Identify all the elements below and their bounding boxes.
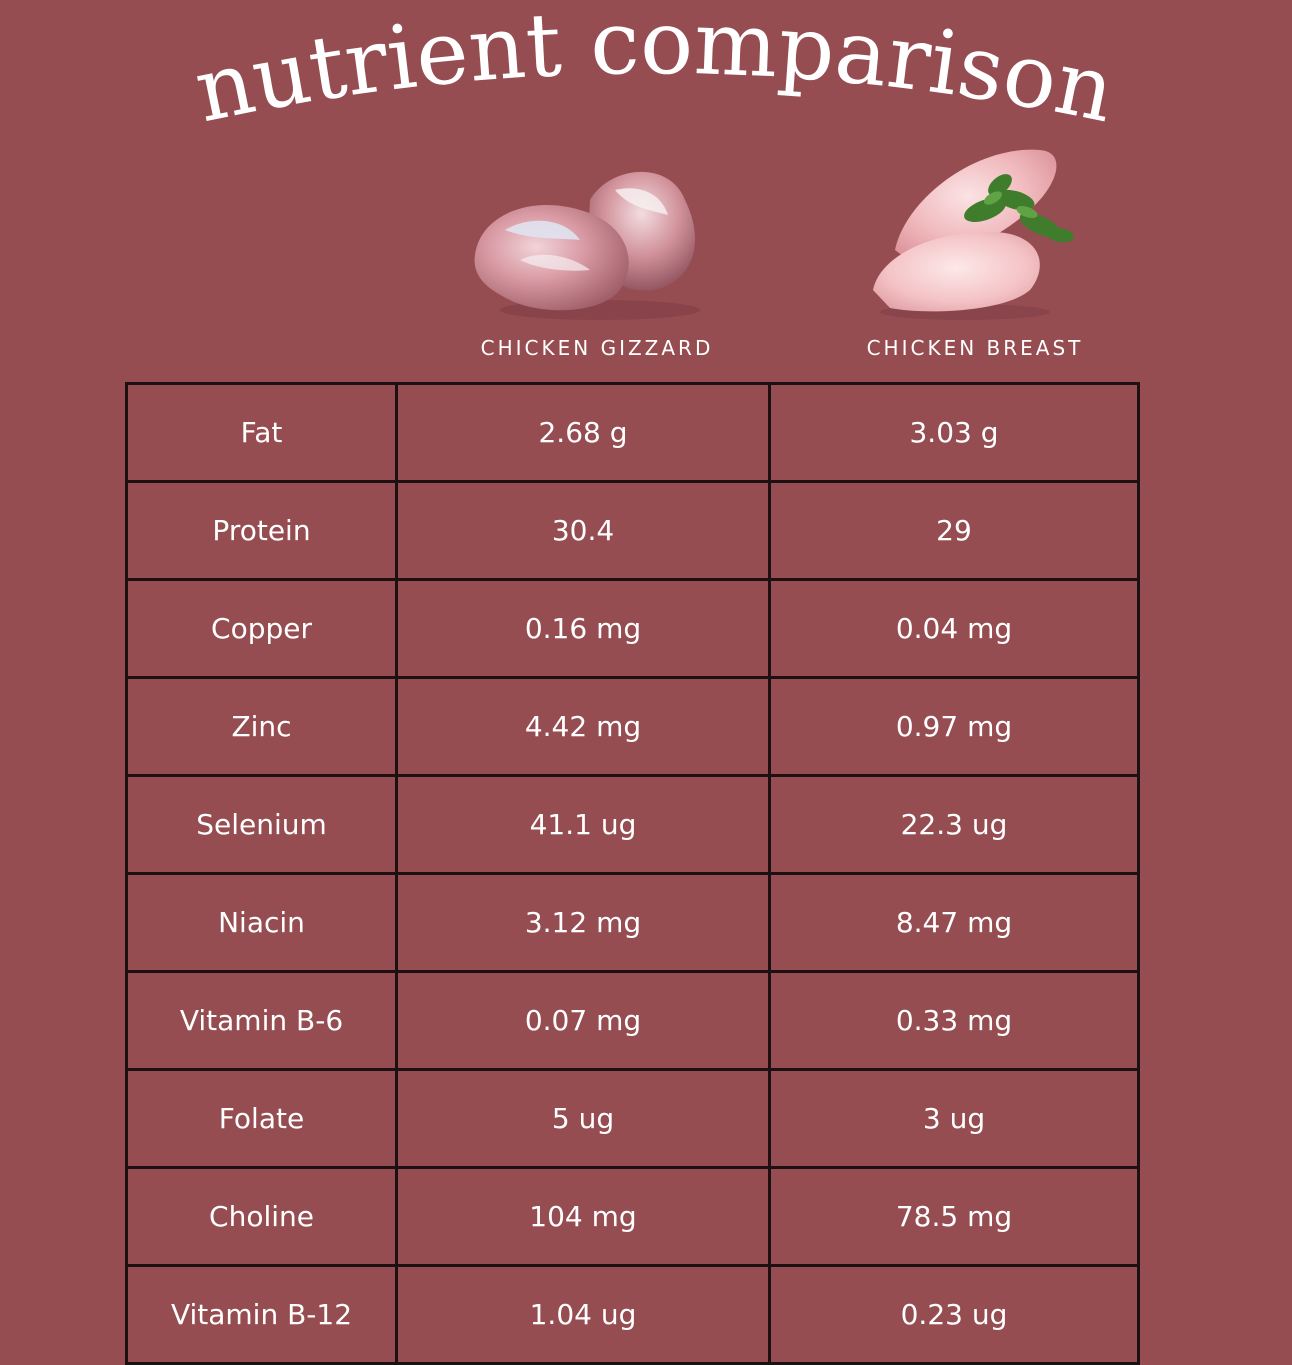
table-row: Folate 5 ug 3 ug [125, 1068, 1140, 1169]
gizzard-value: 3.12 mg [395, 872, 771, 973]
breast-value: 0.33 mg [768, 970, 1140, 1071]
table-row: Vitamin B-12 1.04 ug 0.23 ug [125, 1264, 1140, 1365]
gizzard-value: 4.42 mg [395, 676, 771, 777]
nutrient-name: Fat [125, 382, 398, 483]
nutrient-name: Vitamin B-12 [125, 1264, 398, 1365]
nutrient-table: Fat 2.68 g 3.03 g Protein 30.4 29 Copper… [125, 382, 1140, 1365]
breast-value: 8.47 mg [768, 872, 1140, 973]
nutrient-name: Choline [125, 1166, 398, 1267]
chicken-gizzard-image [474, 171, 700, 320]
breast-value: 3 ug [768, 1068, 1140, 1169]
nutrient-name: Selenium [125, 774, 398, 875]
breast-value: 29 [768, 480, 1140, 581]
nutrient-name: Zinc [125, 676, 398, 777]
gizzard-value: 0.07 mg [395, 970, 771, 1071]
table-row: Protein 30.4 29 [125, 480, 1140, 581]
chicken-breast-image [873, 149, 1074, 320]
column-header-gizzard: CHICKEN GIZZARD [480, 336, 714, 360]
nutrient-name: Copper [125, 578, 398, 679]
breast-value: 78.5 mg [768, 1166, 1140, 1267]
gizzard-value: 41.1 ug [395, 774, 771, 875]
nutrient-name: Protein [125, 480, 398, 581]
page-title: nutrient comparison [187, 0, 1123, 142]
table-row: Copper 0.16 mg 0.04 mg [125, 578, 1140, 679]
breast-value: 3.03 g [768, 382, 1140, 483]
table-row: Zinc 4.42 mg 0.97 mg [125, 676, 1140, 777]
column-header-breast: CHICKEN BREAST [866, 336, 1084, 360]
nutrient-name: Niacin [125, 872, 398, 973]
gizzard-value: 1.04 ug [395, 1264, 771, 1365]
breast-value: 0.97 mg [768, 676, 1140, 777]
table-row: Fat 2.68 g 3.03 g [125, 382, 1140, 483]
gizzard-value: 2.68 g [395, 382, 771, 483]
breast-value: 0.23 ug [768, 1264, 1140, 1365]
breast-value: 22.3 ug [768, 774, 1140, 875]
table-row: Selenium 41.1 ug 22.3 ug [125, 774, 1140, 875]
gizzard-value: 0.16 mg [395, 578, 771, 679]
nutrient-name: Vitamin B-6 [125, 970, 398, 1071]
table-row: Choline 104 mg 78.5 mg [125, 1166, 1140, 1267]
breast-value: 0.04 mg [768, 578, 1140, 679]
page-title-text: nutrient comparison [187, 0, 1123, 142]
table-row: Niacin 3.12 mg 8.47 mg [125, 872, 1140, 973]
table-row: Vitamin B-6 0.07 mg 0.33 mg [125, 970, 1140, 1071]
nutrient-name: Folate [125, 1068, 398, 1169]
gizzard-value: 5 ug [395, 1068, 771, 1169]
gizzard-value: 30.4 [395, 480, 771, 581]
gizzard-value: 104 mg [395, 1166, 771, 1267]
